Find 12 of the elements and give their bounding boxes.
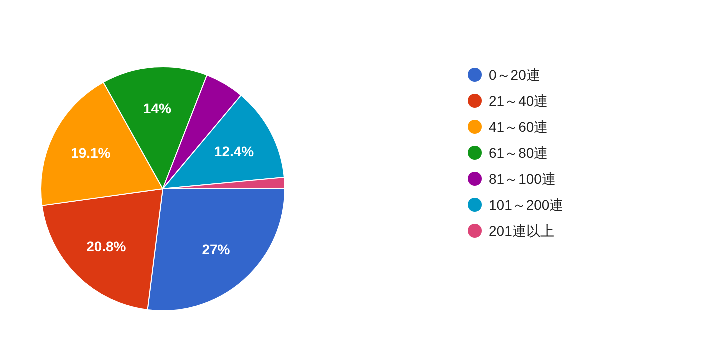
data-label: 27% (202, 241, 231, 258)
data-label: 12.4% (214, 144, 255, 160)
data-label: 20.8% (86, 238, 127, 254)
data-label: 14% (143, 100, 172, 117)
legend-label: 41～60連 (489, 119, 548, 135)
legend-label: 201連以上 (489, 223, 554, 239)
data-label: 19.1% (71, 145, 112, 162)
legend-label: 61～80連 (489, 145, 548, 161)
legend-label: 81～100連 (489, 171, 556, 187)
legend-label: 0～20連 (489, 67, 540, 83)
legend-label: 101～200連 (489, 197, 564, 213)
legend-label: 21～40連 (489, 93, 548, 109)
